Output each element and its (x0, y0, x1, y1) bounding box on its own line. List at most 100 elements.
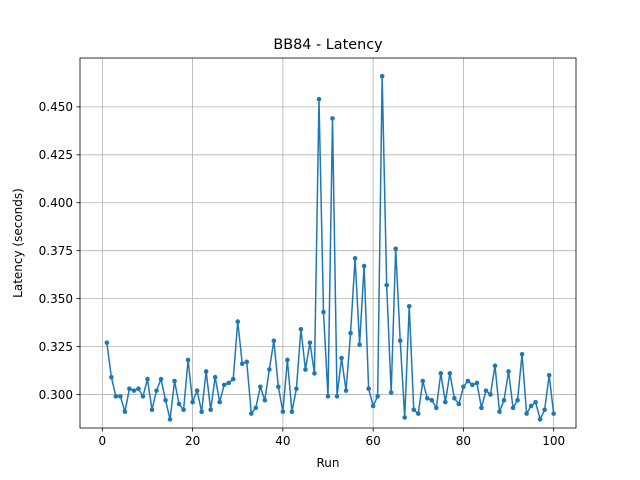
grid (80, 58, 576, 428)
data-point (262, 397, 268, 403)
data-point (379, 73, 385, 79)
y-tick-label: 0.300 (39, 388, 73, 402)
data-point (172, 378, 177, 384)
data-point (551, 411, 556, 416)
x-tick-label: 100 (542, 434, 565, 448)
data-point (113, 394, 119, 399)
data-point (406, 303, 412, 309)
data-point (285, 357, 290, 363)
data-point (118, 394, 123, 399)
data-point (497, 409, 502, 415)
data-point (212, 374, 218, 380)
data-point (294, 386, 299, 392)
data-point (321, 309, 326, 315)
data-point (235, 319, 241, 324)
data-point (330, 116, 335, 121)
data-point (276, 384, 281, 390)
y-tick-label: 0.450 (39, 100, 73, 114)
data-point (479, 405, 484, 411)
data-point (411, 407, 417, 413)
data-point (167, 417, 173, 422)
data-point (217, 399, 222, 405)
data-point (239, 361, 245, 367)
data-point (149, 407, 155, 413)
data-point (131, 388, 137, 393)
data-point (470, 382, 475, 388)
data-point (388, 390, 394, 395)
data-point (461, 384, 466, 390)
data-point (181, 407, 186, 413)
data-point (465, 378, 471, 384)
data-point (357, 342, 362, 347)
data-point (510, 405, 516, 411)
data-point (312, 371, 317, 376)
data-point (127, 386, 132, 392)
data-point (348, 330, 353, 336)
x-tick-label: 60 (365, 434, 380, 448)
x-tick-label: 80 (456, 434, 471, 448)
data-point (515, 397, 520, 403)
x-axis-label: Run (316, 456, 339, 470)
data-point (402, 415, 408, 420)
data-point (352, 256, 358, 261)
data-point (140, 394, 146, 399)
data-point (456, 401, 462, 407)
data-point (415, 411, 421, 416)
data-point (370, 403, 376, 409)
x-tick-label: 40 (275, 434, 290, 448)
data-point (122, 409, 128, 415)
data-point (393, 246, 399, 252)
y-tick-label: 0.400 (39, 196, 73, 210)
data-point (420, 378, 426, 384)
data-point (384, 282, 389, 288)
data-point (542, 407, 547, 413)
data-point (208, 407, 213, 413)
data-point (334, 394, 340, 399)
data-point (221, 382, 227, 388)
y-tick-label: 0.425 (39, 148, 73, 162)
data-point (194, 388, 200, 393)
data-point (488, 392, 493, 397)
data-point (230, 376, 236, 382)
data-point (280, 409, 286, 415)
data-point (136, 386, 141, 392)
data-point (271, 338, 277, 344)
data-point (483, 388, 489, 393)
data-point (447, 371, 453, 376)
x-tick-label: 20 (185, 434, 200, 448)
data-point (339, 355, 344, 361)
data-point (519, 351, 525, 357)
data-point (506, 369, 511, 374)
data-point (307, 340, 313, 345)
data-point (158, 376, 164, 382)
data-point (533, 399, 538, 405)
data-point (474, 380, 480, 386)
data-point (244, 359, 250, 365)
data-point (298, 326, 304, 332)
data-point (185, 357, 191, 363)
data-point (397, 338, 403, 344)
data-point (267, 367, 272, 372)
data-point (253, 405, 259, 411)
data-point (190, 399, 195, 405)
data-point (289, 409, 295, 415)
data-point (163, 397, 168, 403)
data-point (325, 394, 331, 399)
data-point (434, 405, 439, 411)
data-point (546, 372, 552, 378)
data-point (528, 403, 534, 409)
data-point (104, 340, 110, 345)
data-point (438, 371, 444, 376)
data-point (343, 388, 349, 393)
data-point (501, 397, 507, 403)
data-point (492, 363, 498, 368)
y-axis-label: Latency (seconds) (11, 188, 25, 298)
data-point (203, 369, 209, 374)
data-point (375, 394, 380, 399)
data-point (524, 411, 529, 416)
y-tick-label: 0.325 (39, 340, 73, 354)
y-tick-label: 0.375 (39, 244, 73, 258)
data-point (452, 395, 457, 401)
